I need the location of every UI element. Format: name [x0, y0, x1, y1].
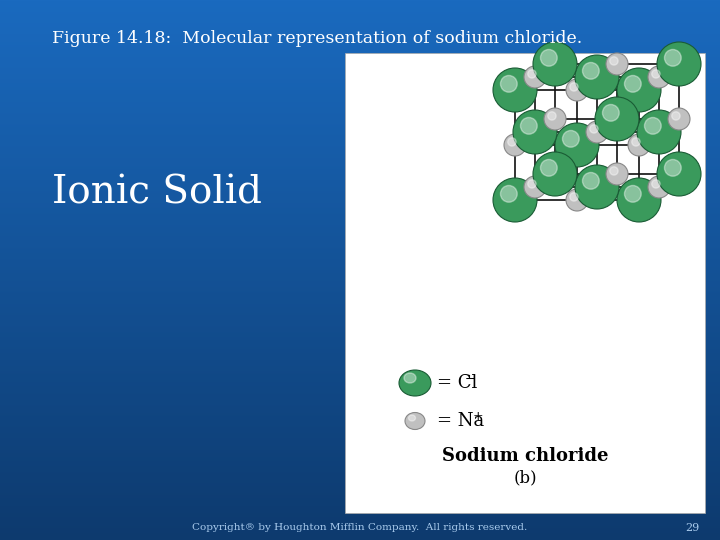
Ellipse shape [404, 373, 416, 383]
Circle shape [548, 112, 556, 120]
Circle shape [652, 70, 660, 78]
Circle shape [575, 55, 619, 99]
Circle shape [590, 125, 598, 133]
Circle shape [617, 68, 661, 112]
Ellipse shape [405, 413, 425, 429]
Text: −: − [465, 373, 475, 386]
Circle shape [541, 50, 557, 66]
Circle shape [513, 110, 557, 154]
Circle shape [533, 42, 577, 86]
Circle shape [586, 121, 608, 143]
Circle shape [657, 152, 701, 196]
Circle shape [524, 66, 546, 88]
FancyBboxPatch shape [345, 53, 705, 513]
Text: Sodium chloride: Sodium chloride [442, 447, 608, 465]
Circle shape [528, 70, 536, 78]
Circle shape [508, 138, 516, 146]
Circle shape [570, 83, 578, 91]
Text: Figure 14.18:  Molecular representation of sodium chloride.: Figure 14.18: Molecular representation o… [52, 30, 582, 47]
Circle shape [504, 134, 526, 156]
Circle shape [500, 185, 517, 202]
Circle shape [570, 193, 578, 201]
Circle shape [528, 180, 536, 188]
Circle shape [624, 76, 642, 92]
Circle shape [562, 131, 579, 147]
Circle shape [644, 118, 661, 134]
Text: 29: 29 [685, 523, 700, 533]
Circle shape [665, 50, 681, 66]
Circle shape [582, 172, 599, 189]
Text: Ionic Solid: Ionic Solid [52, 175, 262, 212]
Circle shape [500, 76, 517, 92]
Circle shape [617, 178, 661, 222]
Circle shape [524, 176, 546, 198]
Circle shape [668, 108, 690, 130]
Circle shape [493, 68, 537, 112]
Circle shape [566, 189, 588, 211]
Text: Copyright® by Houghton Mifflin Company.  All rights reserved.: Copyright® by Houghton Mifflin Company. … [192, 523, 528, 532]
Ellipse shape [399, 370, 431, 396]
Circle shape [582, 63, 599, 79]
Circle shape [566, 79, 588, 101]
Circle shape [672, 112, 680, 120]
Text: +: + [473, 410, 484, 423]
Circle shape [555, 123, 599, 167]
Circle shape [624, 185, 642, 202]
Circle shape [665, 159, 681, 176]
Circle shape [657, 42, 701, 86]
Circle shape [628, 134, 650, 156]
Circle shape [648, 176, 670, 198]
Circle shape [606, 163, 628, 185]
Circle shape [606, 53, 628, 75]
Circle shape [603, 104, 619, 121]
Circle shape [648, 66, 670, 88]
Circle shape [575, 165, 619, 209]
Circle shape [493, 178, 537, 222]
Circle shape [541, 159, 557, 176]
Circle shape [637, 110, 681, 154]
Ellipse shape [408, 415, 415, 421]
Circle shape [595, 97, 639, 141]
Circle shape [610, 167, 618, 175]
Circle shape [631, 138, 640, 146]
Circle shape [610, 57, 618, 65]
Circle shape [521, 118, 537, 134]
Circle shape [533, 152, 577, 196]
Text: = Cl: = Cl [437, 374, 477, 392]
Text: (b): (b) [513, 469, 537, 486]
Text: = Na: = Na [437, 412, 485, 430]
Circle shape [544, 108, 566, 130]
Circle shape [652, 180, 660, 188]
